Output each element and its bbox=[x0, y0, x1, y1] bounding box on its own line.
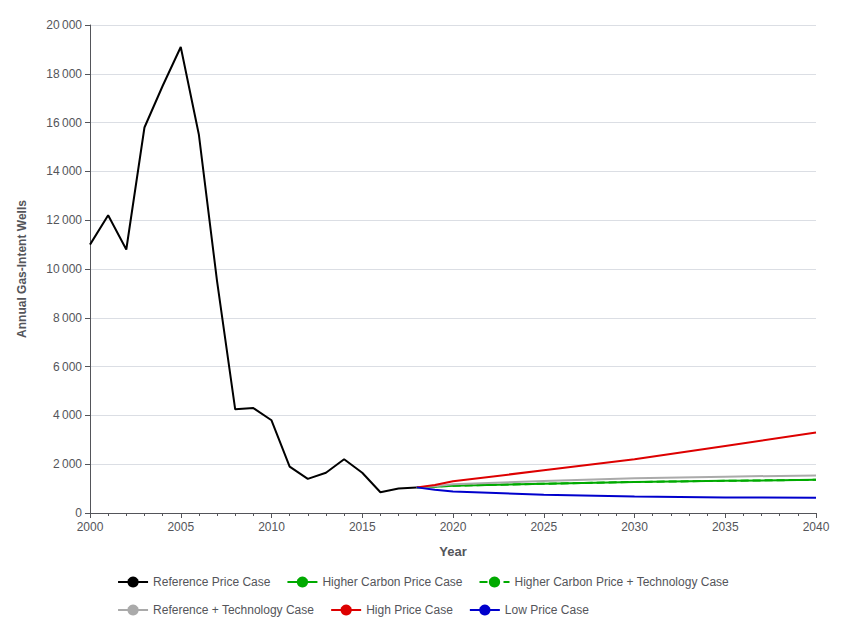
svg-text:Higher Carbon Price + Technolo: Higher Carbon Price + Technology Case bbox=[515, 575, 730, 589]
svg-text:Year: Year bbox=[439, 544, 466, 559]
svg-text:0: 0 bbox=[75, 506, 82, 520]
svg-text:20 000: 20 000 bbox=[46, 18, 82, 32]
svg-text:Higher Carbon Price Case: Higher Carbon Price Case bbox=[322, 575, 462, 589]
svg-text:2000: 2000 bbox=[77, 520, 104, 534]
svg-text:2030: 2030 bbox=[621, 520, 648, 534]
svg-text:2025: 2025 bbox=[530, 520, 557, 534]
svg-text:High Price Case: High Price Case bbox=[366, 603, 453, 617]
svg-text:2015: 2015 bbox=[349, 520, 376, 534]
svg-text:14 000: 14 000 bbox=[46, 164, 82, 178]
svg-text:16 000: 16 000 bbox=[46, 116, 82, 130]
svg-text:2035: 2035 bbox=[712, 520, 739, 534]
svg-text:2005: 2005 bbox=[167, 520, 194, 534]
svg-text:2 000: 2 000 bbox=[53, 457, 82, 471]
svg-text:2010: 2010 bbox=[258, 520, 285, 534]
svg-text:12 000: 12 000 bbox=[46, 213, 82, 227]
svg-text:2020: 2020 bbox=[440, 520, 467, 534]
svg-text:2040: 2040 bbox=[803, 520, 830, 534]
svg-text:Annual Gas-Intent Wells: Annual Gas-Intent Wells bbox=[15, 200, 29, 338]
svg-text:8 000: 8 000 bbox=[53, 311, 82, 325]
svg-text:6 000: 6 000 bbox=[53, 360, 82, 374]
svg-text:4 000: 4 000 bbox=[53, 408, 82, 422]
svg-text:Reference Price Case: Reference Price Case bbox=[153, 575, 271, 589]
svg-text:Reference + Technology Case: Reference + Technology Case bbox=[153, 603, 314, 617]
svg-text:10 000: 10 000 bbox=[46, 262, 82, 276]
svg-text:18 000: 18 000 bbox=[46, 67, 82, 81]
svg-text:Low Price Case: Low Price Case bbox=[505, 603, 589, 617]
